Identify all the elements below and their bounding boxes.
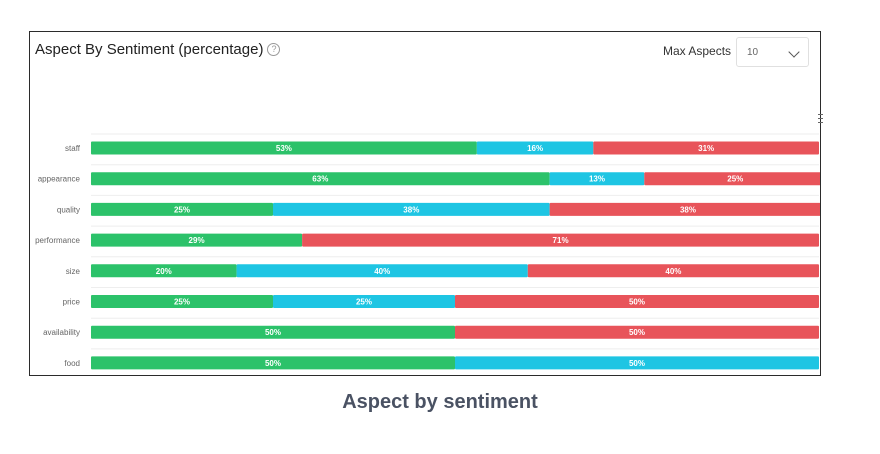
- bar-value-label: 38%: [403, 205, 419, 214]
- category-label: performance: [35, 236, 80, 245]
- chart-title: Aspect By Sentiment (percentage)?: [35, 41, 281, 58]
- bar-segment[interactable]: [527, 264, 819, 278]
- bar-value-label: 25%: [356, 298, 372, 307]
- bar-segment[interactable]: [273, 202, 550, 216]
- bar-value-label: 16%: [527, 144, 543, 153]
- bar-value-label: 25%: [727, 175, 743, 184]
- bar-segment[interactable]: [91, 356, 455, 370]
- bar-segment[interactable]: [644, 172, 820, 186]
- bar-segment[interactable]: [91, 233, 303, 247]
- bar-segment[interactable]: [455, 356, 819, 370]
- chart-panel: Aspect By Sentiment (percentage)? Max As…: [29, 31, 823, 376]
- bar-value-label: 31%: [698, 144, 714, 153]
- bar-segment[interactable]: [91, 325, 455, 339]
- bar-segment[interactable]: [273, 295, 455, 308]
- bar-segment[interactable]: [593, 141, 819, 155]
- bar-value-label: 50%: [265, 359, 281, 368]
- bar-segment[interactable]: [91, 264, 237, 278]
- bar-value-label: 20%: [156, 267, 172, 276]
- figure-caption: Aspect by sentiment: [342, 391, 538, 413]
- max-aspects-label: Max Aspects: [663, 44, 732, 58]
- bar-segment[interactable]: [236, 264, 528, 278]
- bar-segment[interactable]: [91, 295, 273, 308]
- max-aspects-select[interactable]: 10: [736, 37, 809, 67]
- menu-icon[interactable]: [818, 114, 823, 123]
- category-label: availability: [43, 328, 80, 337]
- category-label: food: [64, 359, 80, 368]
- bar-value-label: 71%: [553, 236, 569, 245]
- bar-value-label: 40%: [374, 267, 390, 276]
- stacked-bar-chart: staff 53% 16% 31% appearance 63% 13% 25% quality…: [35, 133, 820, 370]
- chart-title-text: Aspect By Sentiment (percentage): [35, 41, 264, 58]
- category-label: size: [66, 267, 81, 276]
- category-label: appearance: [38, 175, 81, 184]
- bar-segment[interactable]: [302, 233, 819, 247]
- bar-value-label: 53%: [276, 144, 292, 153]
- bar-value-label: 25%: [174, 298, 190, 307]
- bar-value-label: 50%: [629, 328, 645, 337]
- category-label: staff: [65, 144, 81, 153]
- category-label: price: [63, 298, 81, 307]
- bar-segment[interactable]: [476, 141, 594, 155]
- bar-value-label: 50%: [629, 298, 645, 307]
- bar-segment[interactable]: [91, 202, 273, 216]
- max-aspects-value: 10: [747, 47, 759, 58]
- bar-segment[interactable]: [549, 172, 645, 186]
- bar-value-label: 38%: [680, 205, 696, 214]
- bar-value-label: 63%: [312, 175, 328, 184]
- bar-segment[interactable]: [455, 325, 819, 339]
- bar-value-label: 40%: [665, 267, 681, 276]
- bar-segment[interactable]: [455, 295, 819, 308]
- category-label: quality: [57, 205, 80, 214]
- bar-value-label: 13%: [589, 175, 605, 184]
- bar-value-label: 29%: [189, 236, 205, 245]
- bar-value-label: 50%: [629, 359, 645, 368]
- bar-segment[interactable]: [549, 202, 820, 216]
- bar-value-label: 25%: [174, 205, 190, 214]
- bar-segment[interactable]: [91, 172, 550, 186]
- bar-segment[interactable]: [91, 141, 477, 155]
- help-icon[interactable]: ?: [267, 43, 281, 56]
- bar-value-label: 50%: [265, 328, 281, 337]
